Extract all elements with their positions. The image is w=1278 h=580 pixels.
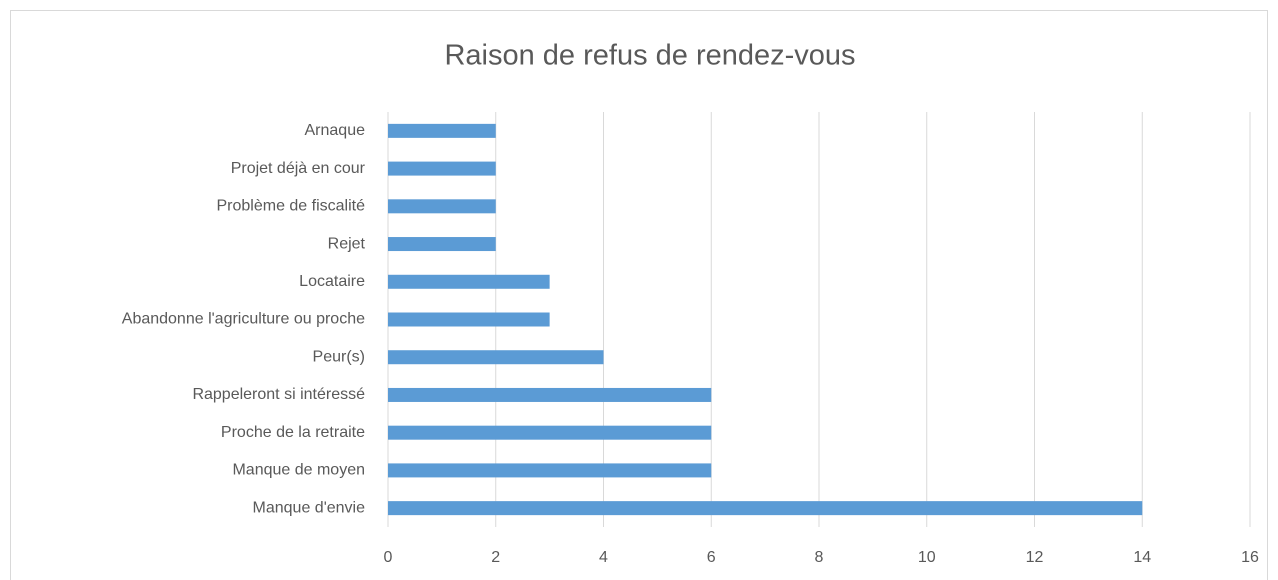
bar <box>388 312 550 327</box>
y-tick-label: Rejet <box>328 235 366 252</box>
y-tick-label: Arnaque <box>305 122 366 139</box>
y-tick-label: Rappeleront si intéressé <box>192 386 365 403</box>
y-tick-label: Proche de la retraite <box>221 424 365 441</box>
x-tick-label: 6 <box>707 549 716 566</box>
y-tick-label: Projet déjà en cour <box>231 160 366 177</box>
y-tick-label: Abandonne l'agriculture ou proche <box>122 311 365 328</box>
bar <box>388 237 496 252</box>
bar <box>388 463 712 478</box>
x-tick-label: 12 <box>1026 549 1044 566</box>
bar <box>388 274 550 289</box>
chart-title: Raison de refus de rendez-vous <box>444 40 855 72</box>
bar <box>388 161 496 176</box>
x-tick-label: 4 <box>599 549 608 566</box>
y-tick-label: Manque d'envie <box>253 499 366 516</box>
y-tick-label: Problème de fiscalité <box>216 198 365 215</box>
y-tick-label: Peur(s) <box>313 348 365 365</box>
bar <box>388 199 496 214</box>
bar <box>388 425 712 440</box>
bar <box>388 123 496 138</box>
x-tick-label: 14 <box>1133 549 1151 566</box>
x-tick-label: 8 <box>815 549 824 566</box>
y-tick-label: Locataire <box>299 273 365 290</box>
y-tick-label: Manque de moyen <box>232 462 365 479</box>
bar <box>388 350 604 365</box>
x-tick-label: 16 <box>1241 549 1259 566</box>
x-tick-label: 0 <box>384 549 393 566</box>
bar <box>388 501 1143 516</box>
x-tick-label: 2 <box>491 549 500 566</box>
x-tick-label: 10 <box>918 549 936 566</box>
bar <box>388 387 712 402</box>
chart-frame <box>10 10 1268 580</box>
